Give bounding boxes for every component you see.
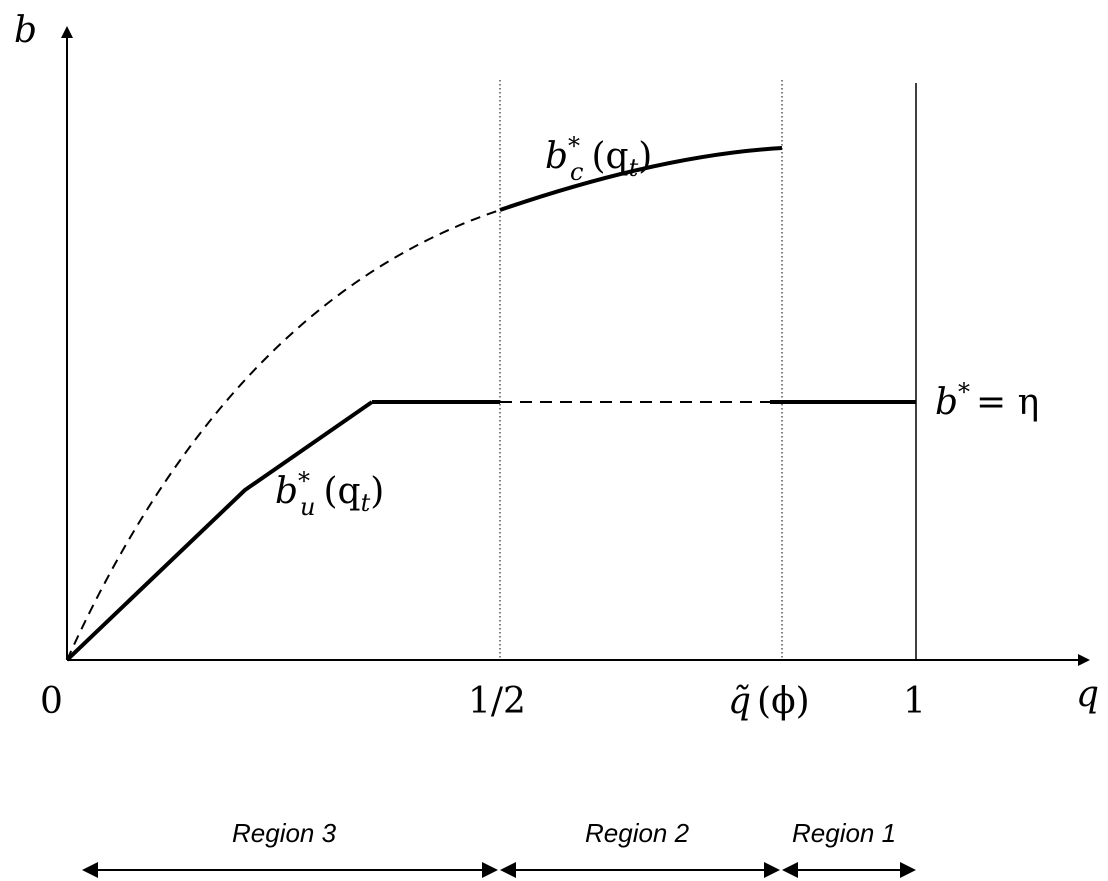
origin-label: 0 bbox=[40, 681, 63, 722]
eta-rest: = η bbox=[976, 382, 1039, 423]
bu-arg-sub: t bbox=[361, 489, 371, 517]
unconstrained-curve-rising bbox=[65, 400, 374, 662]
bu-sup: * bbox=[298, 467, 310, 495]
tick-label-one: 1 bbox=[903, 681, 926, 722]
region3-span-arrow bbox=[82, 862, 498, 878]
bc-arg-close: ) bbox=[638, 136, 652, 177]
bc-base: b bbox=[545, 136, 568, 177]
eta-label: b* = η bbox=[935, 378, 1039, 423]
constrained-curve-label: b* c (qt) bbox=[545, 132, 652, 186]
region1-span-arrow bbox=[782, 862, 916, 878]
tick-label-half: 1/2 bbox=[468, 681, 526, 722]
y-axis-label: b bbox=[14, 10, 37, 51]
qtilde-argument: (ϕ) bbox=[757, 681, 810, 722]
region3-label: Region 3 bbox=[232, 818, 337, 848]
bc-arg-sub: t bbox=[629, 154, 639, 182]
tick-label-qtilde: q̃ (ϕ) bbox=[728, 681, 810, 722]
x-axis-label: q bbox=[1076, 674, 1099, 715]
eta-base: b bbox=[935, 382, 958, 423]
unconstrained-curve-label: b* u (qt) bbox=[275, 467, 384, 521]
region1-label: Region 1 bbox=[792, 818, 896, 848]
bc-sub: c bbox=[570, 158, 583, 186]
eta-sup: * bbox=[958, 378, 970, 406]
bu-sub: u bbox=[300, 493, 315, 521]
bc-arg: (q bbox=[592, 136, 629, 177]
bu-base: b bbox=[275, 471, 298, 512]
region2-label: Region 2 bbox=[585, 818, 690, 848]
bu-arg-close: ) bbox=[370, 471, 384, 512]
bc-sup: * bbox=[568, 132, 580, 160]
bu-arg: (q bbox=[324, 471, 361, 512]
constrained-curve-solid bbox=[499, 146, 783, 212]
region2-span-arrow bbox=[500, 862, 780, 878]
qtilde-symbol: q̃ bbox=[728, 681, 751, 722]
constrained-curve-dashed bbox=[66, 209, 501, 661]
